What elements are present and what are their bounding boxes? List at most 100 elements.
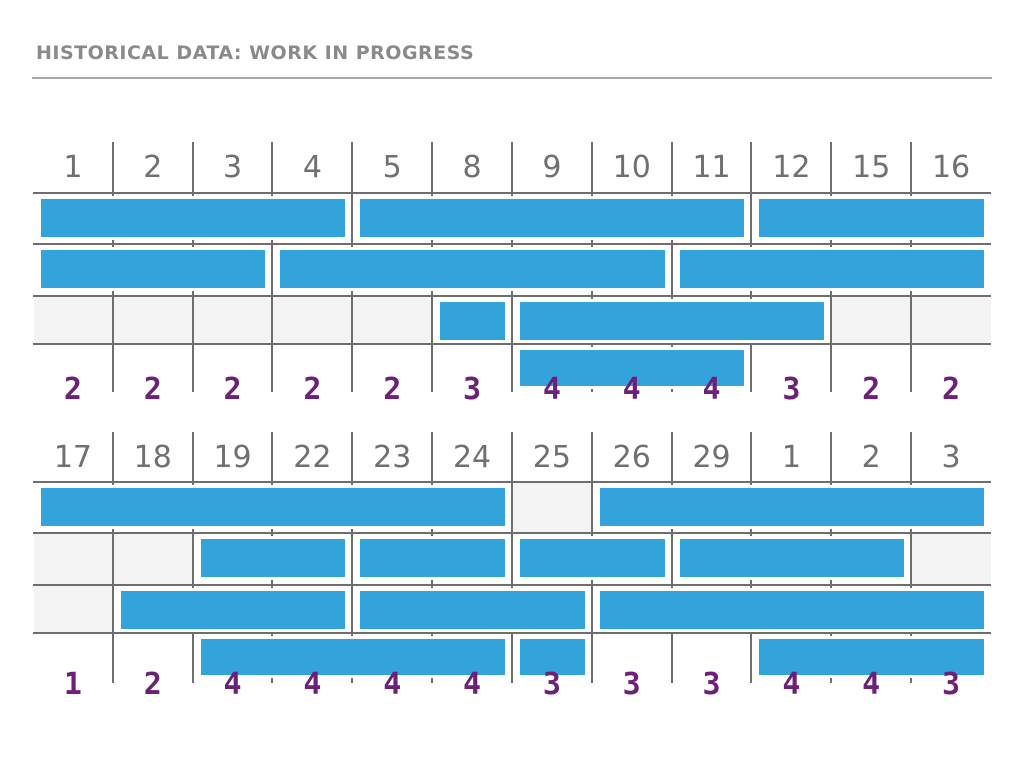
empty-cell: [273, 296, 353, 343]
lane-divider: [33, 481, 991, 483]
work-item-bar: [357, 536, 508, 580]
wip-count-label: 3: [782, 372, 801, 407]
wip-count-label: 2: [942, 372, 961, 407]
work-item-bar: [516, 299, 828, 343]
column-divider: [351, 432, 354, 683]
work-item-bar: [516, 636, 588, 678]
day-label: 3: [941, 440, 961, 475]
work-item-bar: [516, 536, 668, 580]
day-label: 9: [542, 150, 562, 185]
column-divider: [191, 432, 194, 683]
work-item-bar: [596, 588, 987, 632]
wip-count-label: 2: [223, 372, 242, 407]
day-label: 19: [213, 440, 252, 475]
page-title: HISTORICAL DATA: WORK IN PROGRESS: [36, 42, 475, 64]
day-label: 15: [852, 150, 891, 185]
title-divider: [32, 77, 992, 79]
wip-count-label: 4: [782, 667, 801, 702]
work-item-bar: [357, 196, 748, 240]
work-item-bar: [38, 485, 508, 529]
work-item-bar: [197, 536, 349, 580]
empty-cell: [34, 533, 113, 584]
work-item-bar: [117, 588, 349, 632]
wip-count-label: 2: [303, 372, 322, 407]
day-label: 2: [861, 440, 881, 475]
wip-count-label: 2: [143, 667, 162, 702]
wip-count-label: 3: [622, 667, 641, 702]
empty-cell: [113, 296, 193, 343]
day-label: 22: [293, 440, 332, 475]
wip-count-label: 4: [223, 667, 242, 702]
wip-count-label: 4: [463, 667, 482, 702]
wip-count-label: 4: [862, 667, 881, 702]
empty-cell: [113, 533, 193, 584]
work-item-bar: [516, 347, 748, 389]
empty-cell: [832, 296, 912, 343]
day-label: 4: [302, 150, 322, 185]
day-label: 24: [452, 440, 492, 475]
work-item-bar: [756, 196, 987, 240]
wip-count-label: 2: [383, 372, 402, 407]
wip-count-label: 4: [542, 372, 561, 407]
lane-divider: [33, 584, 991, 586]
wip-count-label: 3: [942, 667, 961, 702]
wip-count-label: 2: [862, 372, 881, 407]
wip-count-label: 4: [702, 372, 721, 407]
day-label: 17: [53, 440, 92, 475]
day-label: 25: [532, 440, 571, 475]
work-item-bar: [676, 247, 987, 291]
column-divider: [111, 432, 114, 683]
work-item-bar: [277, 247, 668, 291]
day-label: 12: [772, 150, 811, 185]
day-label: 10: [612, 150, 651, 185]
work-item-bar: [756, 636, 987, 678]
column-divider: [670, 142, 673, 392]
day-label: 5: [382, 150, 402, 185]
wip-count-label: 2: [63, 372, 82, 407]
empty-cell: [34, 296, 113, 343]
column-divider: [910, 432, 913, 683]
wip-count-label: 4: [622, 372, 641, 407]
wip-count-label: 4: [303, 667, 322, 702]
day-label: 11: [692, 150, 731, 185]
day-label: 26: [612, 440, 651, 475]
work-item-bar: [676, 536, 908, 580]
wip-count-label: 4: [383, 667, 402, 702]
day-label: 16: [931, 150, 971, 185]
lane-divider: [33, 532, 991, 534]
lane-divider: [33, 192, 991, 194]
wip-count-label: 3: [702, 667, 721, 702]
work-item-bar: [38, 247, 269, 291]
work-item-bar: [357, 588, 588, 632]
day-label: 29: [692, 440, 731, 475]
empty-cell: [34, 585, 113, 632]
lane-divider: [33, 632, 991, 634]
column-divider: [670, 432, 673, 683]
work-item-bar: [437, 299, 508, 343]
empty-cell: [912, 296, 991, 343]
day-label: 1: [63, 150, 83, 185]
column-divider: [510, 432, 513, 683]
wip-count-label: 3: [463, 372, 482, 407]
work-item-bar: [197, 636, 508, 678]
empty-cell: [912, 533, 991, 584]
work-item-bar: [596, 485, 987, 529]
empty-cell: [512, 482, 592, 532]
wip-count-label: 1: [63, 667, 82, 702]
lane-divider: [33, 343, 991, 345]
lane-divider: [33, 295, 991, 297]
day-label: 3: [223, 150, 243, 185]
day-label: 18: [133, 440, 172, 475]
wip-count-label: 2: [143, 372, 162, 407]
wip-count-label: 3: [542, 667, 561, 702]
day-label: 8: [462, 150, 482, 185]
column-divider: [271, 142, 274, 392]
empty-cell: [353, 296, 433, 343]
day-label: 2: [143, 150, 163, 185]
empty-cell: [193, 296, 273, 343]
day-label: 1: [781, 440, 801, 475]
day-label: 23: [373, 440, 412, 475]
lane-divider: [33, 243, 991, 245]
